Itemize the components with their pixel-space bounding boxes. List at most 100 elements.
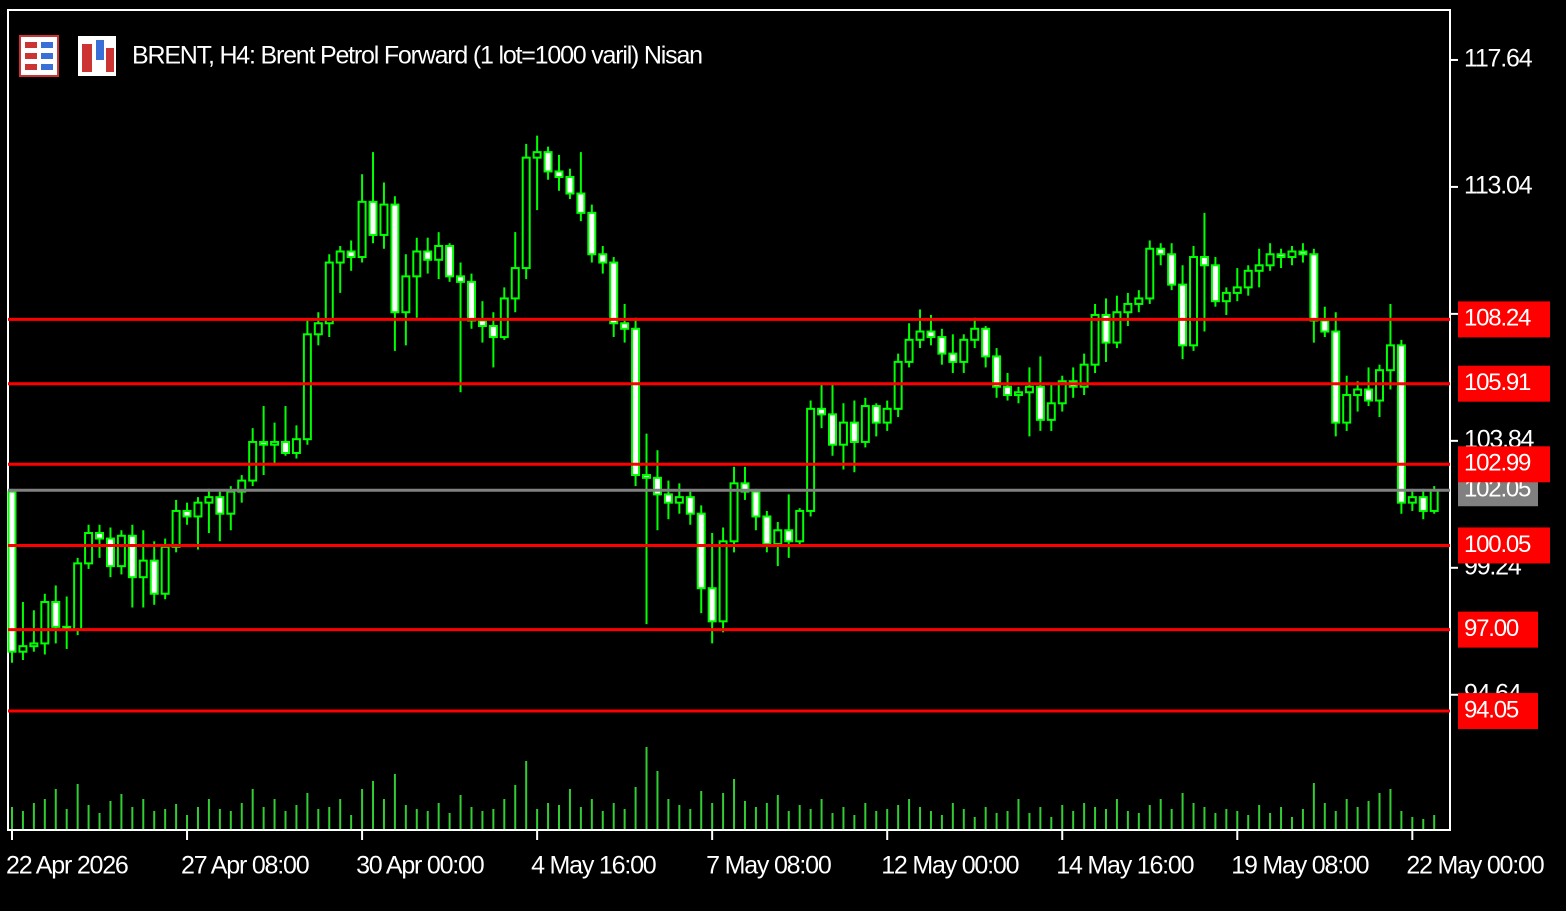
x-tick-label: 27 Apr 08:00 xyxy=(181,852,309,880)
candle-body xyxy=(1210,264,1220,303)
level-label: 102.99 xyxy=(1464,450,1531,477)
candle-body xyxy=(1364,388,1374,402)
candle-body xyxy=(773,529,783,546)
candle-body xyxy=(281,440,290,454)
candle-body xyxy=(1112,311,1122,344)
menu-icon[interactable] xyxy=(19,35,59,77)
candle-body xyxy=(127,534,137,579)
candle-body xyxy=(729,482,739,543)
icon-bar xyxy=(82,44,92,72)
level-label: 100.05 xyxy=(1464,531,1531,558)
candle-body xyxy=(543,151,553,173)
level-label: 94.05 xyxy=(1464,696,1519,723)
x-tick-label: 4 May 16:00 xyxy=(531,852,656,880)
candle-body xyxy=(882,407,892,424)
candle-body xyxy=(1221,291,1231,303)
candle-body xyxy=(313,322,323,336)
candle-body xyxy=(1418,496,1428,512)
candle-body xyxy=(116,534,126,568)
candle-body xyxy=(1046,402,1056,421)
candle-body xyxy=(149,559,159,595)
candle-body xyxy=(346,250,356,259)
candle-body xyxy=(806,407,816,512)
candle-body xyxy=(368,200,378,236)
candle-body xyxy=(7,490,17,653)
candle-body xyxy=(849,421,859,443)
candle-body xyxy=(663,493,673,504)
candle-body xyxy=(445,244,455,278)
candle-body xyxy=(259,440,269,446)
level-tag xyxy=(1458,301,1550,338)
candle-body xyxy=(1178,283,1188,347)
candle-body xyxy=(784,529,794,543)
candle-body xyxy=(915,330,925,341)
candle-body xyxy=(95,532,105,540)
candle-body xyxy=(1145,247,1155,300)
candle-body xyxy=(1024,385,1034,394)
candle-body xyxy=(204,496,214,504)
candle-body xyxy=(981,327,991,358)
candle-body xyxy=(84,532,94,565)
candle-body xyxy=(270,440,280,446)
candle-body xyxy=(510,267,520,300)
candle-body xyxy=(1134,297,1144,305)
candle-body xyxy=(357,200,367,259)
candle-body xyxy=(609,261,619,325)
candle-body xyxy=(1199,256,1209,267)
candle-body xyxy=(565,175,575,195)
candle-body xyxy=(1396,344,1406,504)
candle-body xyxy=(1254,264,1264,272)
candle-body xyxy=(1101,313,1111,344)
candle-body xyxy=(1342,394,1352,424)
candle-body xyxy=(838,421,848,446)
chart-title: BRENT, H4: Brent Petrol Forward (1 lot=1… xyxy=(132,42,702,70)
candle-body xyxy=(193,501,203,518)
icon-cell xyxy=(25,53,37,59)
x-tick-label: 22 May 00:00 xyxy=(1406,852,1543,880)
candle-body xyxy=(248,440,258,482)
candle-body xyxy=(1189,256,1199,347)
plot-frame xyxy=(7,9,1451,831)
candle-body xyxy=(466,280,476,322)
candle-body xyxy=(992,355,1002,388)
icon-cell xyxy=(41,53,53,59)
level-label: 105.91 xyxy=(1464,369,1531,396)
level-tag xyxy=(1458,365,1550,402)
x-tick-label: 14 May 16:00 xyxy=(1056,852,1193,880)
candle-body xyxy=(226,490,236,515)
candle-body xyxy=(1243,269,1253,289)
candle-body xyxy=(532,151,542,159)
candle-body xyxy=(423,250,433,261)
level-tag xyxy=(1458,446,1550,483)
x-tick-label: 19 May 08:00 xyxy=(1231,852,1368,880)
icon-bar xyxy=(106,48,114,72)
candle-body xyxy=(291,438,301,454)
candle-body xyxy=(477,319,487,328)
candle-body xyxy=(1309,253,1319,322)
candle-body xyxy=(652,476,662,496)
chart-icon[interactable] xyxy=(78,36,116,76)
candle-body xyxy=(707,587,717,623)
level-tag xyxy=(1458,611,1538,648)
candle-body xyxy=(762,515,772,546)
candle-body xyxy=(105,537,115,568)
candle-body xyxy=(1123,302,1133,314)
candle-body xyxy=(1375,369,1384,402)
x-tick-label: 12 May 00:00 xyxy=(881,852,1018,880)
candle-body xyxy=(1331,330,1341,424)
candle-body xyxy=(959,338,969,363)
level-tag xyxy=(1458,693,1538,730)
icon-cell xyxy=(25,42,37,48)
y-tick-label: 117.64 xyxy=(1464,45,1533,73)
candle-body xyxy=(379,203,389,236)
icon-cell xyxy=(41,64,53,70)
candle-body xyxy=(434,244,444,261)
candle-body xyxy=(40,601,50,645)
candle-body xyxy=(685,496,695,515)
y-tick-label: 113.04 xyxy=(1464,172,1533,200)
candle-body xyxy=(817,407,827,416)
candle-body xyxy=(948,352,958,363)
candle-body xyxy=(598,253,608,264)
